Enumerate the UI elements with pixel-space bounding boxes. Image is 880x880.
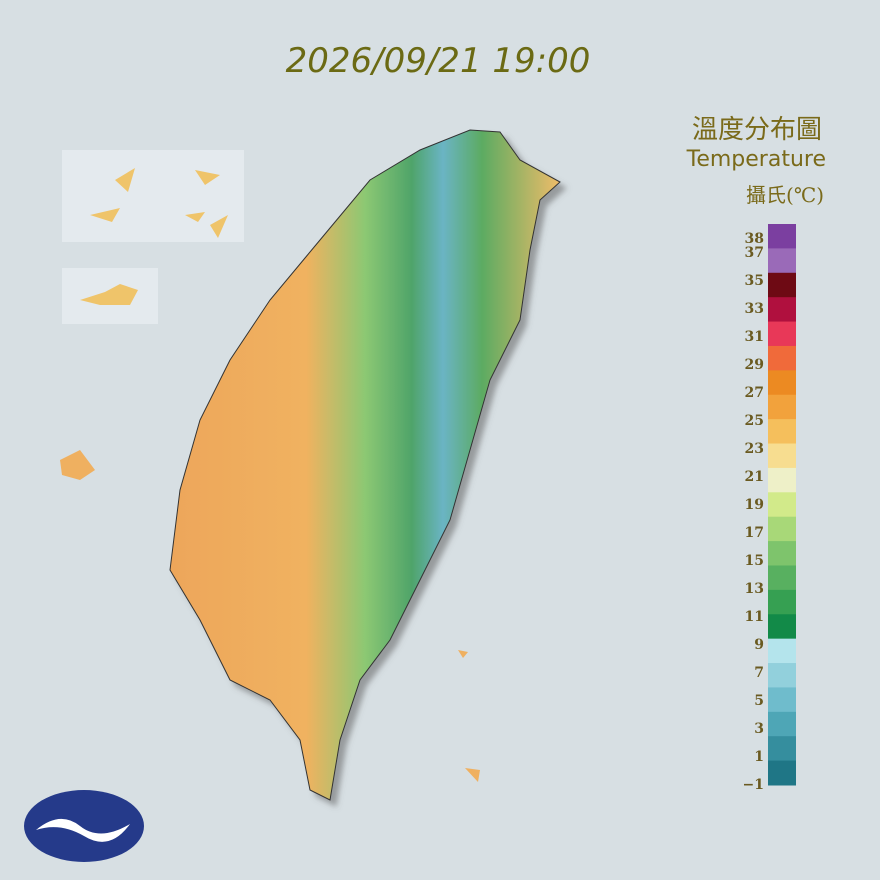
matsu — [90, 168, 228, 238]
color-band — [768, 565, 796, 591]
kinmen — [80, 284, 138, 305]
legend-subtitle: Temperature — [686, 147, 826, 172]
tick-label: 5 — [754, 693, 764, 709]
tick-label: −1 — [743, 777, 764, 793]
legend-unit: 攝氏(℃) — [746, 183, 824, 207]
color-band — [768, 760, 796, 786]
tick-label: 35 — [745, 273, 764, 289]
color-band — [768, 443, 796, 469]
color-band — [768, 614, 796, 640]
color-band — [768, 711, 796, 737]
islands — [458, 650, 480, 782]
color-band — [768, 419, 796, 445]
penghu — [60, 450, 95, 480]
color-band — [768, 687, 796, 713]
color-band — [768, 394, 796, 420]
color-band — [768, 663, 796, 688]
tick-label: 13 — [745, 581, 764, 597]
tick-label: 1 — [754, 749, 764, 765]
color-band — [768, 345, 796, 371]
legend-title: 溫度分布圖 — [692, 115, 822, 145]
color-band — [768, 492, 796, 518]
color-band — [768, 321, 796, 347]
color-band — [768, 541, 796, 566]
tick-label: 31 — [745, 329, 764, 345]
tick-label: 25 — [745, 413, 764, 429]
timestamp: 2026/09/21 19:00 — [286, 41, 591, 81]
color-band — [768, 370, 796, 396]
color-band — [768, 224, 796, 249]
tick-label: 3 — [754, 721, 764, 737]
tick-label: 27 — [745, 385, 764, 401]
color-band — [768, 467, 796, 493]
tick-label: 7 — [754, 665, 764, 681]
tick-label: 11 — [745, 609, 764, 625]
tick-label: 37 — [745, 245, 764, 261]
tick-label: 21 — [745, 469, 764, 485]
tick-label: 23 — [745, 441, 764, 457]
logo-wave — [36, 818, 130, 842]
color-band — [768, 516, 796, 542]
logo — [24, 790, 144, 862]
color-band — [768, 297, 796, 323]
color-band — [768, 736, 796, 762]
color-band — [768, 248, 796, 274]
tick-label: 17 — [745, 525, 764, 541]
taiwan — [169, 129, 561, 801]
tick-label: 9 — [754, 637, 764, 653]
tick-label: 38 — [745, 231, 764, 247]
tick-label: 29 — [745, 357, 764, 373]
tick-label: 15 — [745, 553, 764, 569]
color-band — [768, 272, 796, 298]
color-band — [768, 589, 796, 615]
color-band — [768, 638, 796, 664]
tick-label: 33 — [745, 301, 764, 317]
tick-label: 19 — [745, 497, 764, 513]
